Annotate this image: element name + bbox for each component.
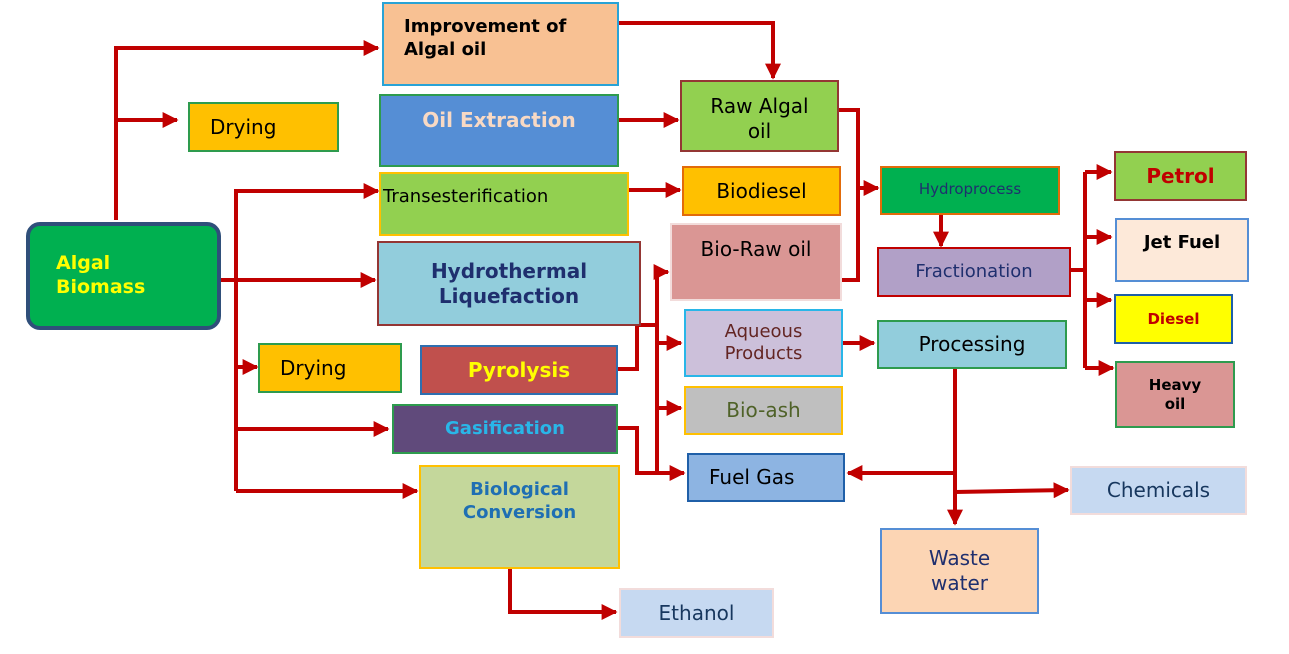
fuel-gas-label: Fuel Gas [709,465,795,489]
bio-ash-node: Bio-ash [684,386,843,435]
arrow-fractionation-bus [1070,172,1087,368]
pyrolysis-node: Pyrolysis [420,345,618,395]
fractionation-label: Fractionation [915,260,1033,282]
diesel-node: Diesel [1114,294,1233,344]
connectors [114,21,1115,620]
processing-label: Processing [918,332,1026,356]
arrow-raw-oil-to-hydroprocess [838,108,860,282]
arrow-biomass-to-transesterification [234,183,380,491]
biological-conversion-label: Biological Conversion [462,479,577,523]
gasification-label: Gasification [445,417,565,439]
drying-top-node: Drying [188,102,339,152]
bio-ash-label: Bio-ash [726,398,801,422]
aqueous-products-node: Aqueous Products [684,309,843,377]
hydroprocess-node: Hydroprocess [880,166,1060,215]
heavy-oil-label: Heavy oil [1148,375,1202,413]
arrow-improvement-to-raw-oil [618,21,781,80]
jet-fuel-label: Jet Fuel [1143,232,1221,253]
algal-biomass-node: Algal Biomass [26,222,221,330]
arrow-to-bio-raw-oil [653,264,670,325]
bio-raw-oil-label: Bio-Raw oil [700,237,812,261]
arrow-biomass-to-improvement [114,40,380,220]
algal-biomass-label: Algal Biomass [56,252,146,298]
htl-node: Hydrothermal Liquefaction [377,241,641,326]
heavy-oil-node: Heavy oil [1115,361,1235,428]
biodiesel-node: Biodiesel [682,166,841,216]
chemicals-node: Chemicals [1070,466,1247,515]
fractionation-node: Fractionation [877,247,1071,297]
drying-top-label: Drying [210,114,277,139]
petrol-node: Petrol [1114,151,1247,201]
ethanol-node: Ethanol [619,588,774,638]
gasification-node: Gasification [392,404,618,454]
ethanol-label: Ethanol [658,600,735,625]
waste-water-node: Waste water [880,528,1039,614]
biological-conversion-node: Biological Conversion [419,465,620,569]
petrol-label: Petrol [1146,163,1215,188]
arrow-processing-to-chemicals [954,482,1070,499]
hydroprocess-label: Hydroprocess [918,180,1022,198]
improvement-node: Improvement of Algal oil [382,2,619,86]
aqueous-products-label: Aqueous Products [724,320,803,365]
bio-raw-oil-node: Bio-Raw oil [670,223,842,301]
fuel-gas-node: Fuel Gas [687,453,845,502]
chemicals-label: Chemicals [1106,478,1211,502]
pyrolysis-label: Pyrolysis [467,357,571,382]
arrow-gasification-to-fuel-gas [618,426,686,481]
raw-algal-oil-label: Raw Algal oil [710,94,809,143]
htl-label: Hydrothermal Liquefaction [430,258,588,308]
transesterification-node: Transesterification [379,172,629,236]
waste-water-label: Waste water [928,546,991,595]
processing-node: Processing [877,320,1067,369]
diesel-label: Diesel [1147,309,1200,328]
drying-bottom-label: Drying [280,355,347,380]
arrow-htl-to-products-bus [637,323,659,473]
biodiesel-label: Biodiesel [716,178,807,203]
drying-bottom-node: Drying [258,343,402,393]
improvement-label: Improvement of Algal oil [404,16,567,60]
raw-algal-oil-node: Raw Algal oil [680,80,839,152]
transesterification-label: Transesterification [383,186,549,207]
oil-extraction-label: Oil Extraction [422,108,576,132]
oil-extraction-node: Oil Extraction [379,94,619,167]
jet-fuel-node: Jet Fuel [1115,218,1249,282]
